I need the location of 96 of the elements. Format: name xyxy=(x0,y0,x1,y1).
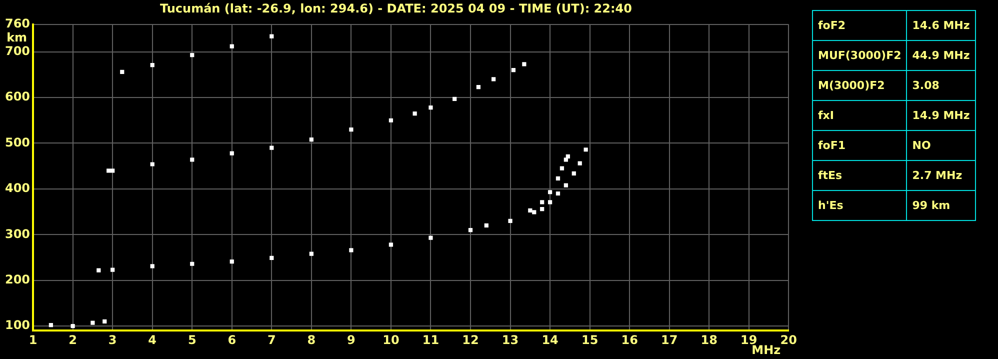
y-tick-label: 500 xyxy=(4,135,30,150)
point xyxy=(556,191,560,196)
point xyxy=(309,252,314,256)
point xyxy=(110,268,115,272)
y-tick-label: 100 xyxy=(4,318,30,332)
x-tick-label: 13 xyxy=(502,332,519,347)
y-tick-label: 600 xyxy=(4,90,30,104)
x-tick-label: 17 xyxy=(660,332,678,347)
text: 14.6 MHz xyxy=(906,10,976,40)
point xyxy=(102,319,107,324)
point xyxy=(511,68,516,72)
point xyxy=(508,218,512,223)
x-tick-label: 18 xyxy=(700,332,718,347)
point xyxy=(584,148,588,152)
point xyxy=(578,161,582,166)
point xyxy=(476,84,481,90)
point xyxy=(270,34,274,38)
point xyxy=(572,171,576,176)
point xyxy=(48,323,53,328)
x-tick-label: 5 xyxy=(188,332,196,347)
point xyxy=(522,62,526,66)
point xyxy=(190,52,194,58)
text: 44.9 MHz xyxy=(906,40,976,70)
point xyxy=(468,228,473,232)
x-tick-label: 7 xyxy=(267,332,276,347)
point xyxy=(230,151,234,156)
point xyxy=(90,320,95,325)
point xyxy=(388,242,394,247)
point xyxy=(428,236,433,240)
point xyxy=(230,44,234,48)
y-tick-label: 400 xyxy=(4,181,30,196)
x-tick-label: 4 xyxy=(148,332,157,347)
point xyxy=(492,77,496,82)
point xyxy=(190,158,194,162)
text: 99 km xyxy=(906,190,976,220)
point xyxy=(540,200,544,204)
point xyxy=(412,111,417,116)
point xyxy=(70,324,75,328)
x-tick-label: 15 xyxy=(581,332,598,347)
point xyxy=(349,248,354,252)
point xyxy=(150,264,154,268)
point xyxy=(560,166,564,170)
point xyxy=(566,154,570,159)
text: M(3000)F2 xyxy=(812,70,907,100)
y-tick-label: 300 xyxy=(4,226,30,241)
point xyxy=(548,190,552,194)
x-tick-label: 1 xyxy=(28,332,38,347)
x-tick-label: 2 xyxy=(68,332,77,347)
x-tick-label: 11 xyxy=(422,332,440,347)
point xyxy=(120,70,124,74)
x-tick-label: 16 xyxy=(621,332,638,347)
point xyxy=(96,268,101,272)
point xyxy=(452,96,457,101)
point xyxy=(548,200,552,204)
point xyxy=(428,106,433,110)
point xyxy=(150,162,154,166)
x-tick-label: 9 xyxy=(347,332,356,347)
x-tick-label: 3 xyxy=(108,332,117,347)
point xyxy=(270,256,274,260)
y-tick-label: 760 xyxy=(4,16,30,31)
point xyxy=(349,127,354,132)
x-tick-label: 12 xyxy=(462,332,479,347)
text: 2.7 MHz xyxy=(906,160,976,190)
chart-title: Tucumán (lat: -26.9, lon: 294.6) - DATE: 2025 04 09 - TIME (UT): 22:40 xyxy=(160,1,632,16)
point xyxy=(106,168,111,173)
point xyxy=(540,206,544,212)
text: NO xyxy=(906,130,976,160)
text: foF1 xyxy=(812,130,907,160)
text: h'Es xyxy=(812,190,907,220)
point xyxy=(532,210,536,214)
text: ftEs xyxy=(812,160,907,190)
x-tick-label: 14 xyxy=(542,332,558,347)
point xyxy=(484,223,488,228)
y-axis-title: km xyxy=(6,30,28,45)
text: fxI xyxy=(812,100,907,130)
point xyxy=(388,118,394,122)
point xyxy=(564,183,568,188)
text: MUF(3000)F2 xyxy=(812,40,907,70)
point xyxy=(230,260,234,264)
text: 14.9 MHz xyxy=(906,100,976,130)
point xyxy=(309,138,314,142)
point xyxy=(110,168,115,173)
text: 3.08 xyxy=(906,70,976,100)
y-tick-label: 700 xyxy=(4,44,30,58)
y-tick-label: 200 xyxy=(4,272,30,286)
point xyxy=(556,176,560,180)
x-axis-title: MHz xyxy=(752,343,781,358)
point xyxy=(270,146,274,150)
x-tick-label: 6 xyxy=(228,332,236,347)
x-tick-label: 20 xyxy=(780,332,797,347)
point xyxy=(190,262,194,266)
x-tick-label: 10 xyxy=(382,332,400,347)
text: foF2 xyxy=(812,10,907,40)
x-tick-label: 8 xyxy=(307,332,316,347)
point xyxy=(150,63,154,68)
point xyxy=(528,208,532,212)
